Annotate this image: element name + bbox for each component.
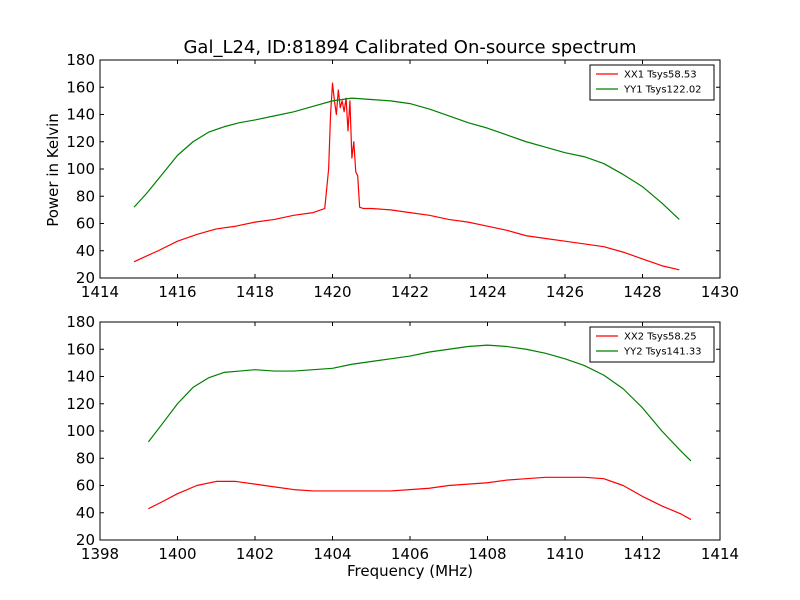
x-tick-label: 1424 (468, 283, 506, 301)
y-tick-label: 160 (66, 78, 95, 96)
x-tick-label: 1408 (468, 545, 506, 563)
y-tick-label: 180 (66, 313, 95, 331)
y-tick-label: 120 (66, 133, 95, 151)
y-tick-label: 40 (76, 504, 95, 522)
legend-1: XX1 Tsys58.53 YY1 Tsys122.02 (589, 64, 715, 101)
legend-entry: YY1 Tsys122.02 (623, 85, 702, 96)
x-tick-label: 1412 (623, 545, 661, 563)
legend-box (589, 64, 715, 101)
y-tick-label: 160 (66, 340, 95, 358)
x-tick-label: 1404 (313, 545, 351, 563)
y-tick-label: 20 (76, 269, 95, 287)
x-tick-label: 1420 (313, 283, 351, 301)
subplot-2: 1398 1400 1402 1404 1406 1408 1410 1412 1414 20 40… (66, 313, 739, 563)
legend-entry: YY2 Tsys141.33 (623, 347, 702, 358)
y-tick-label: 140 (66, 368, 95, 386)
x-axis-label: Frequency (MHz) (347, 562, 473, 580)
x-tick-label: 1410 (546, 545, 584, 563)
y-tick-label: 80 (76, 449, 95, 467)
x-tick-label: 1422 (391, 283, 429, 301)
x-tick-label: 1402 (236, 545, 274, 563)
series-line-1-2 (133, 97, 680, 220)
y-tick-label: 40 (76, 242, 95, 260)
y-tick-label: 60 (76, 215, 95, 233)
x-tick-label: 1398 (81, 545, 119, 563)
x-tick-label: 1414 (701, 545, 739, 563)
y-tick-label: 20 (76, 531, 95, 549)
x-tick-label: 1406 (391, 545, 429, 563)
x-tick-label: 1430 (701, 283, 739, 301)
series-line-2-1 (148, 476, 692, 521)
legend-2: XX2 Tsys58.25 YY2 Tsys141.33 (589, 326, 715, 363)
series-line-2-2 (147, 344, 692, 462)
y-axis-label: Power in Kelvin (44, 113, 62, 227)
x-tick-label: 1426 (546, 283, 584, 301)
y-tick-label: 100 (66, 160, 95, 178)
legend-box (589, 326, 715, 363)
legend-entry: XX2 Tsys58.25 (624, 332, 697, 343)
y-tick-label: 120 (66, 395, 95, 413)
y-tick-label: 140 (66, 106, 95, 124)
x-tick-label: 1400 (158, 545, 196, 563)
legend-entry: XX1 Tsys58.53 (624, 70, 697, 81)
figure-title: Gal_L24, ID:81894 Calibrated On-source s… (183, 37, 636, 58)
x-tick-label: 1418 (236, 283, 274, 301)
y-tick-label: 60 (76, 477, 95, 495)
x-tick-label: 1416 (158, 283, 196, 301)
y-tick-label: 80 (76, 187, 95, 205)
x-tick-label: 1428 (623, 283, 661, 301)
subplot-1: 1414 1416 1418 1420 1422 1424 1426 1428 1430 20 40… (66, 51, 739, 301)
series-line-1-1 (133, 82, 680, 271)
y-tick-label: 100 (66, 422, 95, 440)
y-tick-label: 180 (66, 51, 95, 69)
x-tick-label: 1414 (81, 283, 119, 301)
